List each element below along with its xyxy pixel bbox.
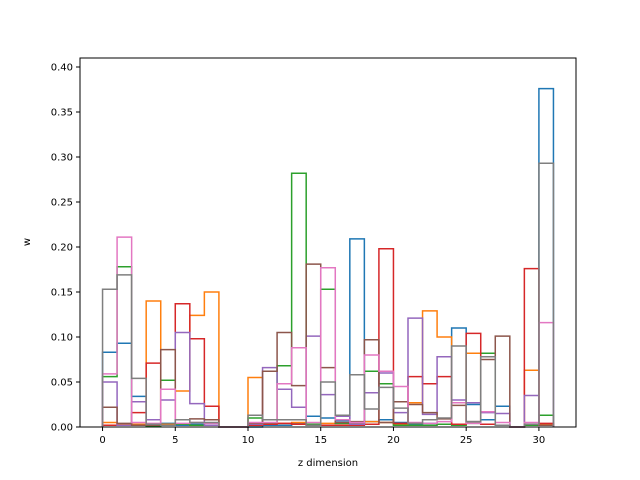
x-tick-label: 15 — [314, 435, 327, 446]
x-tick-label: 20 — [387, 435, 400, 446]
x-tick-label: 5 — [172, 435, 178, 446]
plot-frame — [79, 57, 577, 428]
y-axis-label: w — [22, 238, 33, 246]
y-tick-label: 0.35 — [51, 108, 73, 119]
x-tick-label: 25 — [460, 435, 473, 446]
y-tick-label: 0.00 — [51, 423, 73, 434]
x-tick-label: 0 — [99, 435, 105, 446]
y-tick-label: 0.05 — [51, 378, 73, 389]
x-tick-label: 30 — [533, 435, 546, 446]
x-axis: 0 5 10 15 20 25 30 — [99, 427, 545, 446]
series-3-step-line — [101, 172, 555, 428]
y-axis: 0.00 0.05 0.10 0.15 0.20 0.25 0.30 0.35 0.40 — [51, 63, 80, 434]
y-tick-label: 0.15 — [51, 288, 73, 299]
series-layer — [101, 87, 555, 428]
y-tick-label: 0.40 — [51, 63, 73, 74]
y-tick-label: 0.30 — [51, 153, 73, 164]
x-axis-label: z dimension — [298, 458, 358, 469]
series-8-step-line — [101, 162, 555, 428]
y-tick-label: 0.10 — [51, 333, 73, 344]
y-tick-label: 0.20 — [51, 243, 73, 254]
y-tick-label: 0.25 — [51, 198, 73, 209]
x-tick-label: 10 — [242, 435, 255, 446]
